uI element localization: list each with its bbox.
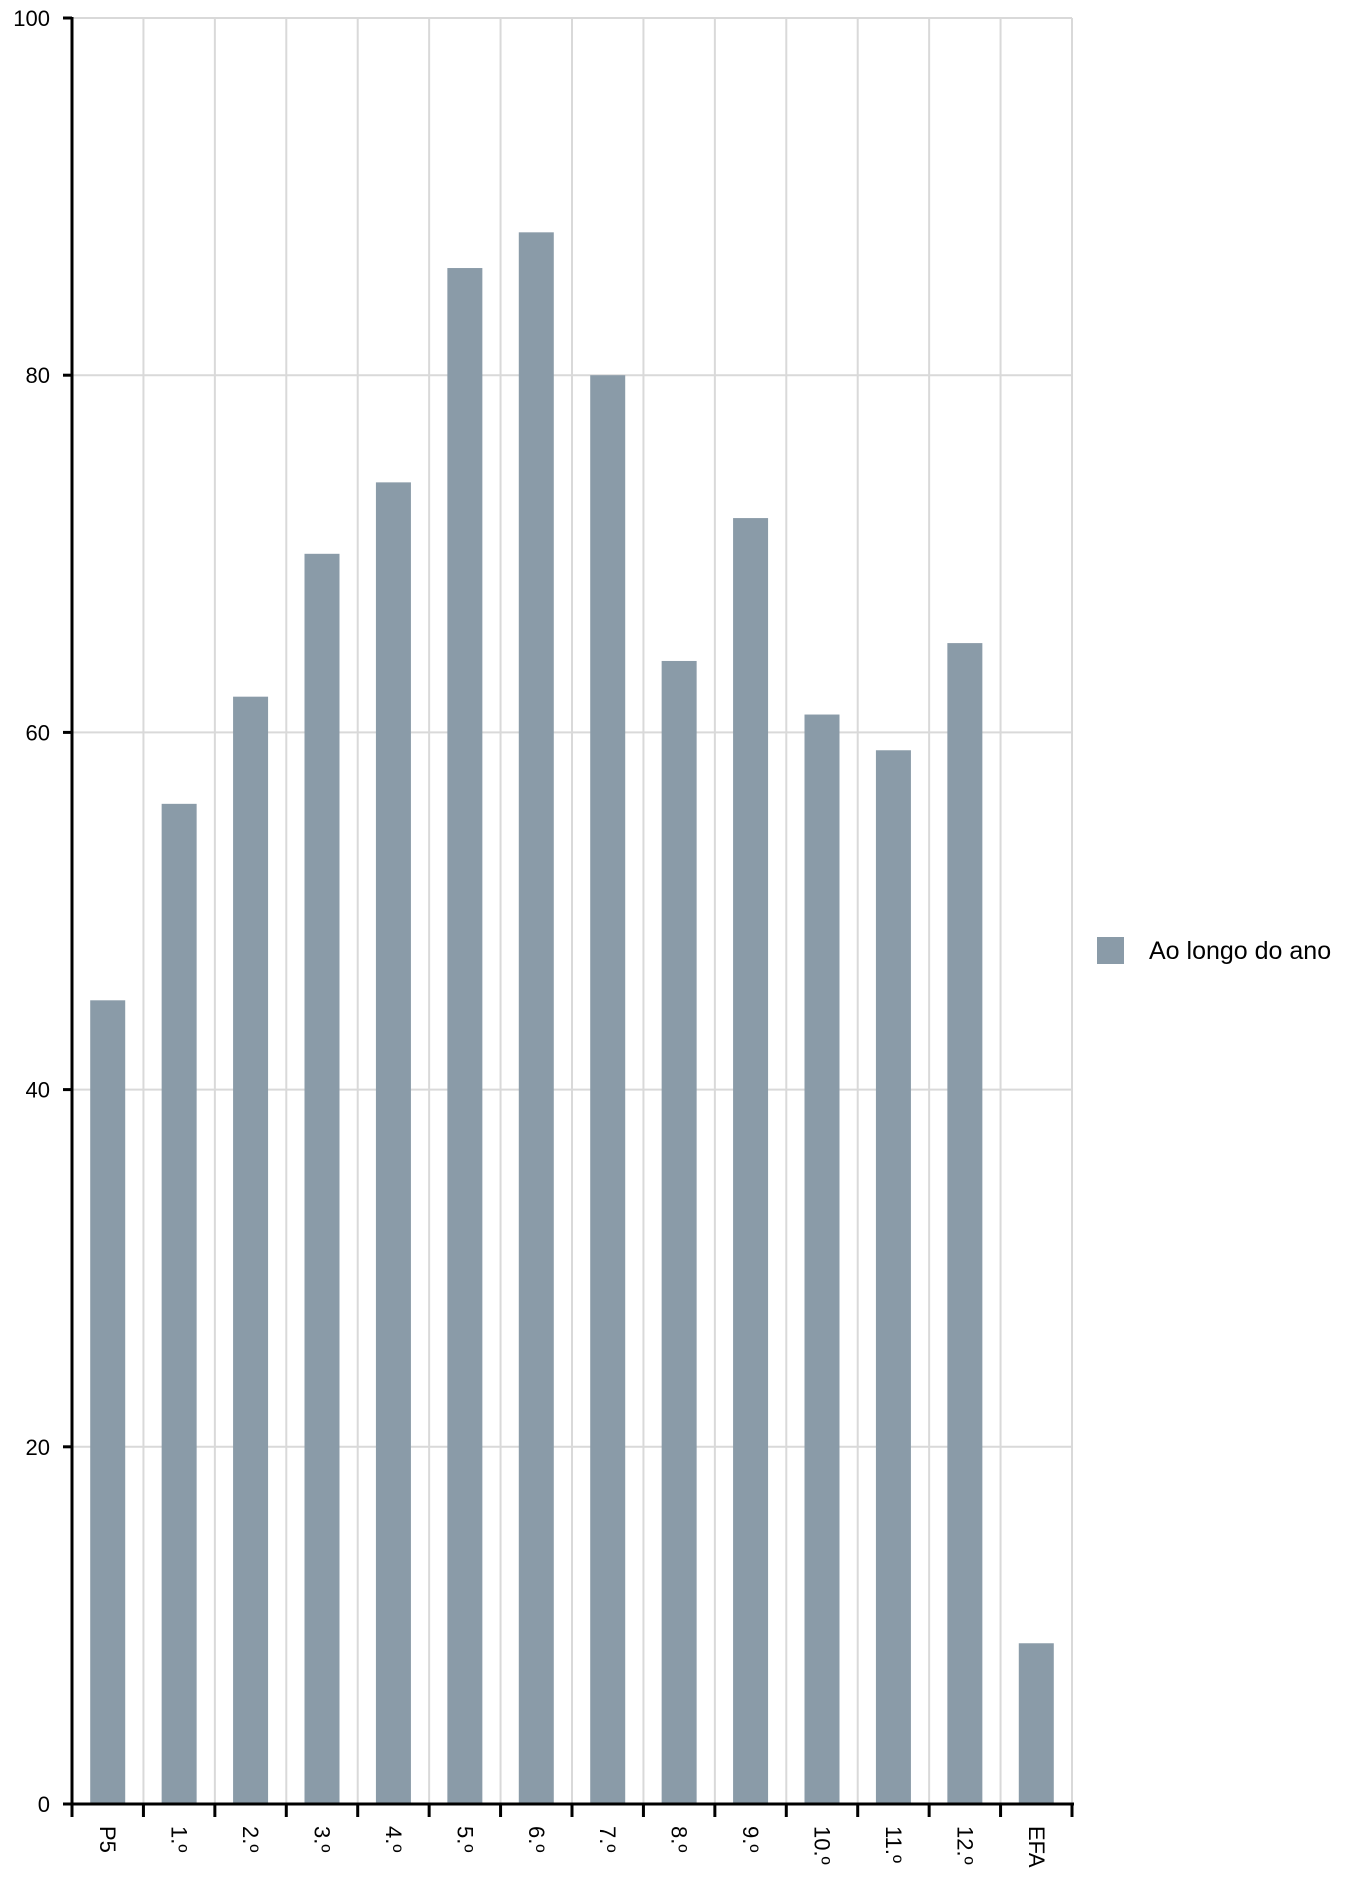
bar-5 <box>447 268 483 1804</box>
x-tick-label: 9.º <box>738 1826 763 1852</box>
bar-1 <box>161 803 197 1804</box>
bar-0 <box>90 1000 126 1804</box>
x-tick-label: P5 <box>95 1826 120 1853</box>
y-axis-ticks: 0 20 40 60 80 100 <box>13 6 72 1817</box>
x-tick-label: 11.º <box>881 1826 906 1863</box>
y-tick-label: 80 <box>26 363 50 388</box>
bar-8 <box>661 660 697 1805</box>
x-tick-label: 2.º <box>238 1826 263 1852</box>
grid-lines <box>72 17 1073 1804</box>
x-tick-label: 10.º <box>810 1826 835 1865</box>
bar-3 <box>304 553 340 1804</box>
x-tick-label: 3.º <box>310 1826 335 1852</box>
y-tick-label: 20 <box>26 1435 50 1460</box>
axes <box>64 17 1074 1806</box>
x-tick-label: 5.º <box>452 1826 477 1852</box>
x-tick-label: 8.º <box>667 1826 692 1852</box>
legend-label: Ao longo do ano <box>1149 937 1331 965</box>
y-tick-label: 60 <box>26 720 50 745</box>
x-axis-ticks: P5 1.º 2.º 3.º 4.º 5.º 6.º 7.º 8.º 9.º 10.º 11.º 12.… <box>70 1804 1074 1868</box>
y-tick-label: 100 <box>13 6 50 31</box>
legend: Ao longo do ano <box>1097 937 1331 965</box>
bar-7 <box>590 375 626 1805</box>
x-tick-label: EFA <box>1024 1826 1049 1868</box>
bar-4 <box>375 482 411 1804</box>
x-tick-label: 6.º <box>524 1826 549 1852</box>
legend-swatch <box>1097 937 1124 964</box>
bar-2 <box>233 696 269 1805</box>
bar-9 <box>733 518 769 1804</box>
bar-13 <box>1018 1643 1054 1804</box>
bars-group <box>90 232 1054 1805</box>
bar-6 <box>518 232 554 1804</box>
bar-12 <box>947 643 983 1804</box>
bar-11 <box>875 750 911 1804</box>
x-tick-label: 7.º <box>595 1826 620 1852</box>
bar-10 <box>804 714 840 1804</box>
x-tick-label: 1.º <box>167 1826 192 1852</box>
x-tick-label: 12.º <box>952 1826 977 1865</box>
y-tick-label: 40 <box>26 1078 50 1103</box>
y-tick-label: 0 <box>38 1792 50 1817</box>
x-tick-label: 4.º <box>381 1826 406 1852</box>
